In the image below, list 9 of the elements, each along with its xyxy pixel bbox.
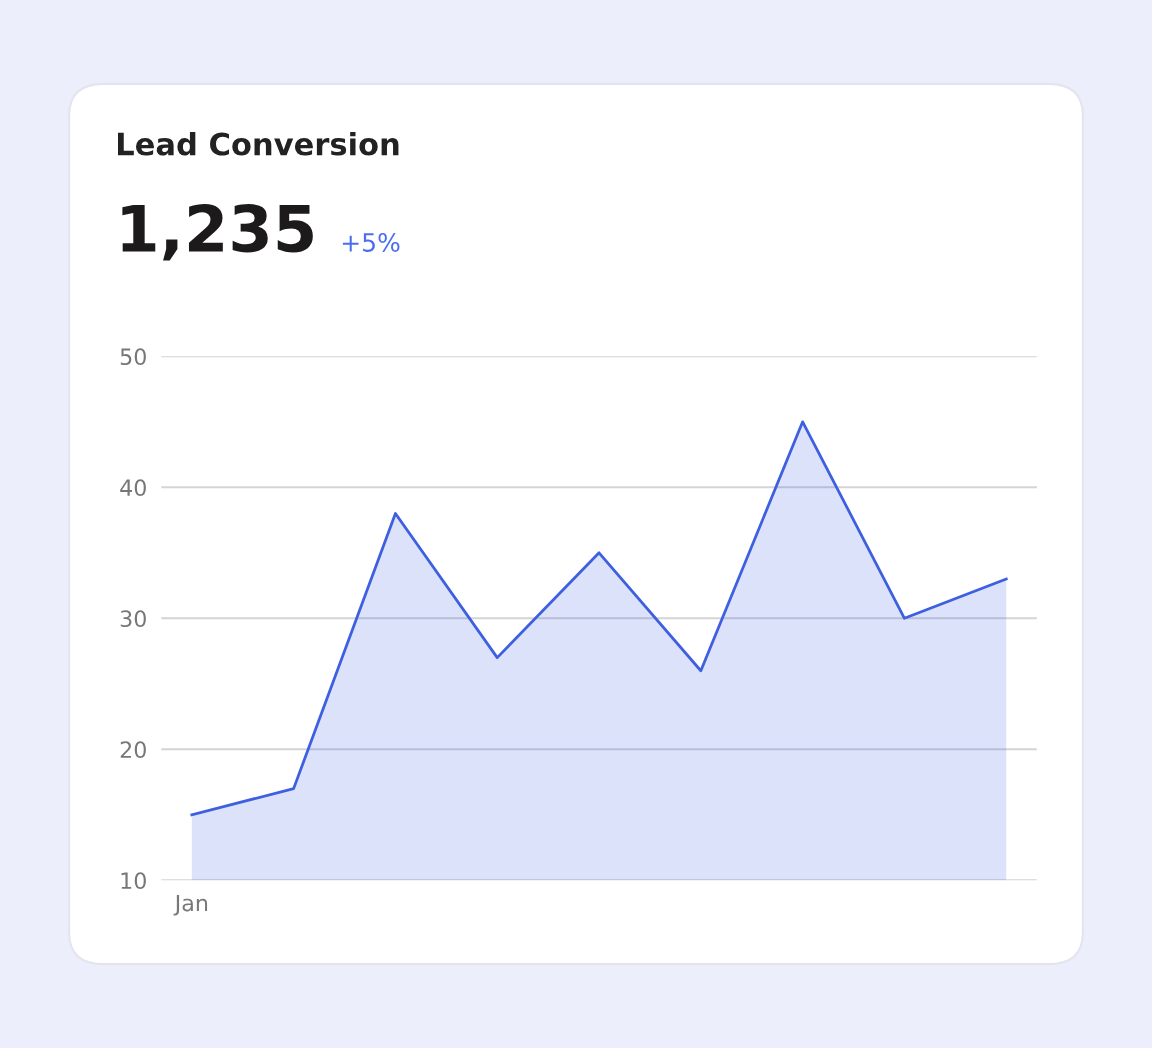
x-tick-label: Jan bbox=[173, 894, 208, 916]
y-tick-label: 20 bbox=[120, 741, 146, 759]
text: 1,235 bbox=[122, 204, 313, 261]
y-tick-label: 50 bbox=[120, 348, 146, 366]
chart-title: Lead Conversion bbox=[118, 131, 399, 156]
y-tick-label: 10 bbox=[121, 872, 146, 890]
text: +5% bbox=[342, 232, 400, 252]
y-tick-label: 40 bbox=[120, 479, 146, 497]
y-tick-label: 30 bbox=[120, 610, 146, 628]
